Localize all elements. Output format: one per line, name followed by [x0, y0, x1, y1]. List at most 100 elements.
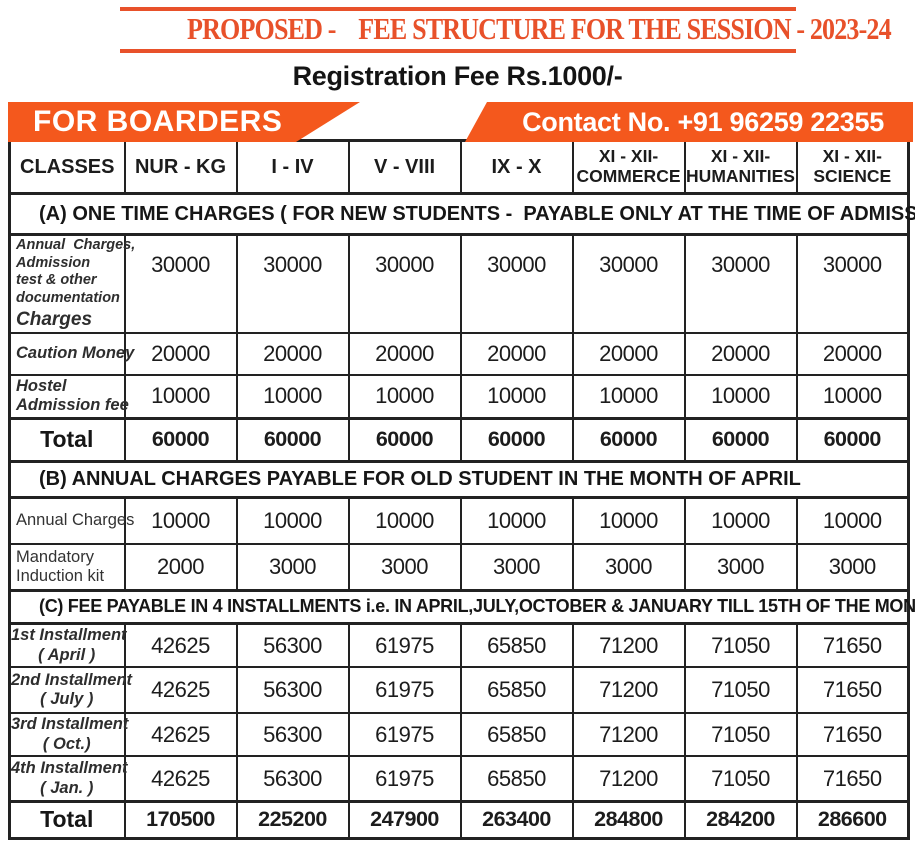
row-label: Hostel Admission fee — [8, 373, 129, 420]
fee-value: 20000 — [347, 331, 462, 376]
fee-value: 10000 — [347, 496, 462, 546]
fee-value: 10000 — [123, 496, 238, 546]
row-installment-1: 1st Installment ( April ) 42625 56300 61… — [8, 622, 910, 669]
fee-value: 30000 — [235, 233, 350, 334]
section-b-header: (B) ANNUAL CHARGES PAYABLE FOR OLD STUDE… — [8, 459, 910, 499]
fee-total-value: 60000 — [459, 416, 574, 463]
row-annual-charges: Annual Charges 10000 10000 10000 10000 1… — [8, 496, 910, 546]
fee-structure-poster: PROPOSED - FEE STRUCTURE FOR THE SESSION… — [0, 7, 915, 842]
contact-banner: Contact No. +91 96259 22355 — [465, 102, 913, 142]
registration-fee-text: Registration Fee Rs.1000/- — [292, 61, 623, 91]
fee-value: 56300 — [235, 755, 350, 803]
fee-value: 71050 — [683, 712, 798, 758]
section-b-title: (B) ANNUAL CHARGES PAYABLE FOR OLD STUDE… — [8, 459, 910, 499]
fee-value: 3000 — [571, 543, 686, 592]
title-banner: PROPOSED - FEE STRUCTURE FOR THE SESSION… — [119, 7, 891, 53]
fee-total-value: 170500 — [123, 799, 238, 840]
fee-value: 30000 — [347, 233, 462, 334]
fee-value: 71200 — [571, 622, 686, 669]
section-c-header: (C) FEE PAYABLE IN 4 INSTALLMENTS i.e. I… — [8, 588, 915, 625]
fee-value: 30000 — [571, 233, 686, 334]
fee-table: CLASSES NUR - KG I - IV V - VIII IX - X … — [8, 139, 915, 840]
fee-value: 65850 — [459, 712, 574, 758]
fee-value: 30000 — [683, 233, 798, 334]
fee-total-value: 60000 — [795, 416, 910, 463]
fee-value: 20000 — [235, 331, 350, 376]
fee-value: 3000 — [683, 543, 798, 592]
boarders-banner: FOR BOARDERS — [8, 102, 360, 142]
fee-value: 56300 — [235, 622, 350, 669]
header-cell-science: XI - XII- SCIENCE — [795, 139, 910, 195]
table-header-row: CLASSES NUR - KG I - IV V - VIII IX - X … — [8, 139, 910, 195]
header-cell-classes: CLASSES — [8, 139, 126, 195]
header-cell-humanities: XI - XII- HUMANITIES — [683, 139, 798, 195]
fee-value: 30000 — [459, 233, 574, 334]
row-label: Annual Charges — [8, 496, 134, 546]
fee-total-value: 60000 — [683, 416, 798, 463]
fee-value: 10000 — [235, 373, 350, 420]
fee-value: 10000 — [571, 373, 686, 420]
row-label: Caution Money — [8, 331, 134, 376]
fee-value: 71650 — [795, 666, 910, 715]
fee-value: 10000 — [459, 373, 574, 420]
fee-value: 71650 — [795, 712, 910, 758]
fee-value: 10000 — [683, 496, 798, 546]
fee-total-value: 286600 — [795, 799, 910, 840]
fee-value: 10000 — [795, 496, 910, 546]
fee-value: 20000 — [795, 331, 910, 376]
header-cell-nur-kg: NUR - KG — [123, 139, 238, 195]
banner-row: FOR BOARDERS Contact No. +91 96259 22355 — [0, 102, 915, 142]
header-cell-commerce: XI - XII- COMMERCE — [571, 139, 686, 195]
row-installment-2: 2nd Installment ( July ) 42625 56300 619… — [8, 666, 910, 715]
fee-value: 10000 — [795, 373, 910, 420]
fee-value: 3000 — [235, 543, 350, 592]
row-installment-3: 3rd Installment ( Oct.) 42625 56300 6197… — [8, 712, 910, 758]
fee-total-value: 60000 — [347, 416, 462, 463]
fee-value: 71200 — [571, 712, 686, 758]
fee-value: 30000 — [795, 233, 910, 334]
fee-value: 61975 — [347, 666, 462, 715]
fee-value: 10000 — [571, 496, 686, 546]
row-label: Annual Charges, Admission test & other d… — [8, 233, 135, 334]
fee-value: 42625 — [123, 666, 238, 715]
fee-total-value: 247900 — [347, 799, 462, 840]
fee-value: 65850 — [459, 755, 574, 803]
row-label: Mandatory Induction kit — [8, 543, 126, 592]
row-grand-total: Total 170500 225200 247900 263400 284800… — [8, 799, 910, 840]
row-total-one-time: Total 60000 60000 60000 60000 60000 6000… — [8, 416, 910, 463]
fee-value: 71650 — [795, 755, 910, 803]
row-label: Total — [8, 416, 126, 463]
fee-value: 71050 — [683, 755, 798, 803]
section-c-title: (C) FEE PAYABLE IN 4 INSTALLMENTS i.e. I… — [8, 588, 915, 625]
fee-value: 71200 — [571, 666, 686, 715]
header-cell-v-viii: V - VIII — [347, 139, 462, 195]
fee-value: 56300 — [235, 712, 350, 758]
fee-value: 71050 — [683, 666, 798, 715]
fee-value: 3000 — [459, 543, 574, 592]
fee-value: 20000 — [571, 331, 686, 376]
fee-value: 42625 — [123, 622, 238, 669]
fee-value: 2000 — [123, 543, 238, 592]
fee-total-value: 284800 — [571, 799, 686, 840]
fee-value: 30000 — [123, 233, 238, 334]
fee-value: 71200 — [571, 755, 686, 803]
row-label: 1st Installment ( April ) — [8, 622, 127, 669]
fee-value: 65850 — [459, 666, 574, 715]
row-label: 4th Installment ( Jan. ) — [8, 755, 127, 803]
row-label: 2nd Installment ( July ) — [8, 666, 132, 715]
fee-value: 10000 — [123, 373, 238, 420]
fee-value: 71650 — [795, 622, 910, 669]
section-a-title: (A) ONE TIME CHARGES ( FOR NEW STUDENTS … — [8, 192, 915, 236]
fee-value: 20000 — [123, 331, 238, 376]
fee-value: 20000 — [459, 331, 574, 376]
header-cell-i-iv: I - IV — [235, 139, 350, 195]
fee-value: 56300 — [235, 666, 350, 715]
section-a-header: (A) ONE TIME CHARGES ( FOR NEW STUDENTS … — [8, 192, 915, 236]
fee-value: 65850 — [459, 622, 574, 669]
fee-value: 71050 — [683, 622, 798, 669]
contact-number: Contact No. +91 96259 22355 — [522, 107, 884, 137]
row-hostel-admission: Hostel Admission fee 10000 10000 10000 1… — [8, 373, 910, 420]
fee-value: 3000 — [795, 543, 910, 592]
row-installment-4: 4th Installment ( Jan. ) 42625 56300 619… — [8, 755, 910, 803]
fee-value: 10000 — [347, 373, 462, 420]
